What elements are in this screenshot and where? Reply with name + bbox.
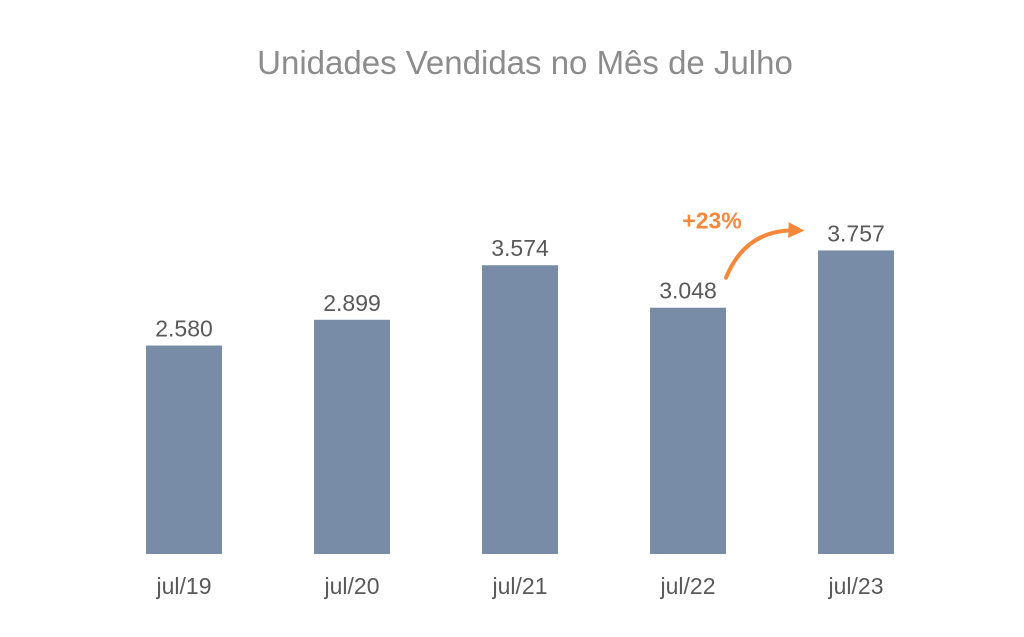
data-label-jul-19: 2.580: [155, 316, 213, 342]
bar-jul-22: [650, 307, 726, 554]
x-tick-label-jul-22: jul/22: [660, 573, 716, 599]
data-label-jul-21: 3.574: [491, 235, 549, 261]
growth-annotation-label: +23%: [682, 207, 741, 233]
chart-title: Unidades Vendidas no Mês de Julho: [257, 44, 793, 81]
x-tick-label-jul-20: jul/20: [324, 573, 380, 599]
bar-jul-19: [146, 345, 222, 554]
data-label-jul-20: 2.899: [323, 290, 381, 316]
bar-jul-21: [482, 265, 558, 554]
bar-jul-23: [818, 250, 894, 555]
x-tick-label-jul-21: jul/21: [492, 573, 548, 599]
value-labels-group: 2.580 2.899 3.574 3.048 3.757: [155, 220, 885, 341]
growth-annotation: +23%: [682, 207, 805, 280]
data-label-jul-23: 3.757: [827, 220, 885, 246]
growth-arrow: [724, 222, 805, 280]
x-tick-label-jul-23: jul/23: [828, 573, 884, 599]
bar-jul-20: [314, 319, 390, 554]
x-axis-ticks: jul/19 jul/20 jul/21 jul/22 jul/23: [156, 573, 884, 599]
x-tick-label-jul-19: jul/19: [156, 573, 212, 599]
data-label-jul-22: 3.048: [659, 278, 717, 304]
bars-group: [146, 250, 894, 555]
